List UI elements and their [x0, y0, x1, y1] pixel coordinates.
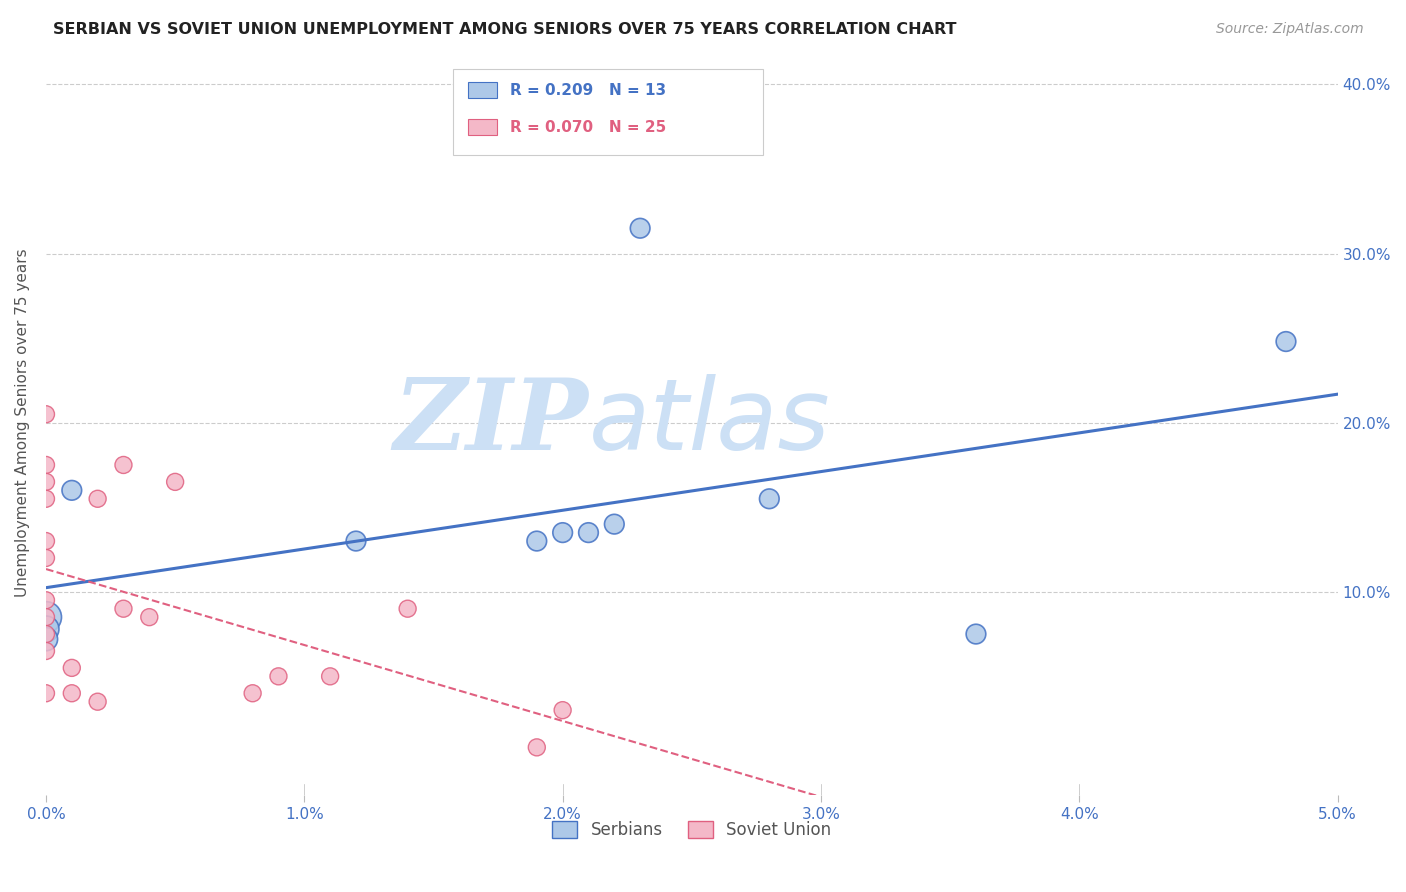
- Text: Source: ZipAtlas.com: Source: ZipAtlas.com: [1216, 22, 1364, 37]
- Point: [86, 695, 108, 709]
- Point: [965, 627, 987, 641]
- Point: [344, 534, 367, 549]
- Point: [603, 517, 626, 532]
- Point: [60, 483, 83, 498]
- Point: [35, 622, 58, 636]
- Point: [526, 740, 548, 755]
- Point: [35, 475, 58, 489]
- Point: [267, 669, 290, 683]
- Point: [60, 661, 83, 675]
- Point: [628, 221, 651, 235]
- Point: [35, 632, 58, 647]
- Point: [242, 686, 264, 700]
- Text: ZIP: ZIP: [394, 375, 589, 471]
- FancyBboxPatch shape: [453, 70, 763, 155]
- FancyBboxPatch shape: [468, 82, 496, 98]
- Point: [1275, 334, 1298, 349]
- Text: atlas: atlas: [589, 374, 830, 471]
- Point: [35, 551, 58, 566]
- Point: [35, 686, 58, 700]
- Point: [35, 491, 58, 506]
- Point: [35, 610, 58, 624]
- Legend: Serbians, Soviet Union: Serbians, Soviet Union: [546, 814, 838, 846]
- Point: [396, 601, 419, 615]
- Point: [60, 686, 83, 700]
- Point: [578, 525, 600, 540]
- Text: R = 0.070   N = 25: R = 0.070 N = 25: [510, 120, 666, 135]
- Point: [526, 534, 548, 549]
- Point: [86, 491, 108, 506]
- Point: [551, 525, 574, 540]
- Point: [138, 610, 160, 624]
- Point: [35, 610, 58, 624]
- Point: [35, 534, 58, 549]
- Point: [35, 593, 58, 607]
- FancyBboxPatch shape: [468, 120, 496, 136]
- Point: [35, 458, 58, 472]
- Point: [35, 644, 58, 658]
- Point: [35, 407, 58, 421]
- Point: [35, 627, 58, 641]
- Y-axis label: Unemployment Among Seniors over 75 years: Unemployment Among Seniors over 75 years: [15, 248, 30, 597]
- Point: [112, 458, 135, 472]
- Point: [551, 703, 574, 717]
- Point: [112, 601, 135, 615]
- Point: [165, 475, 187, 489]
- Point: [758, 491, 780, 506]
- Point: [319, 669, 342, 683]
- Text: R = 0.209   N = 13: R = 0.209 N = 13: [510, 83, 666, 97]
- Text: SERBIAN VS SOVIET UNION UNEMPLOYMENT AMONG SENIORS OVER 75 YEARS CORRELATION CHA: SERBIAN VS SOVIET UNION UNEMPLOYMENT AMO…: [53, 22, 957, 37]
